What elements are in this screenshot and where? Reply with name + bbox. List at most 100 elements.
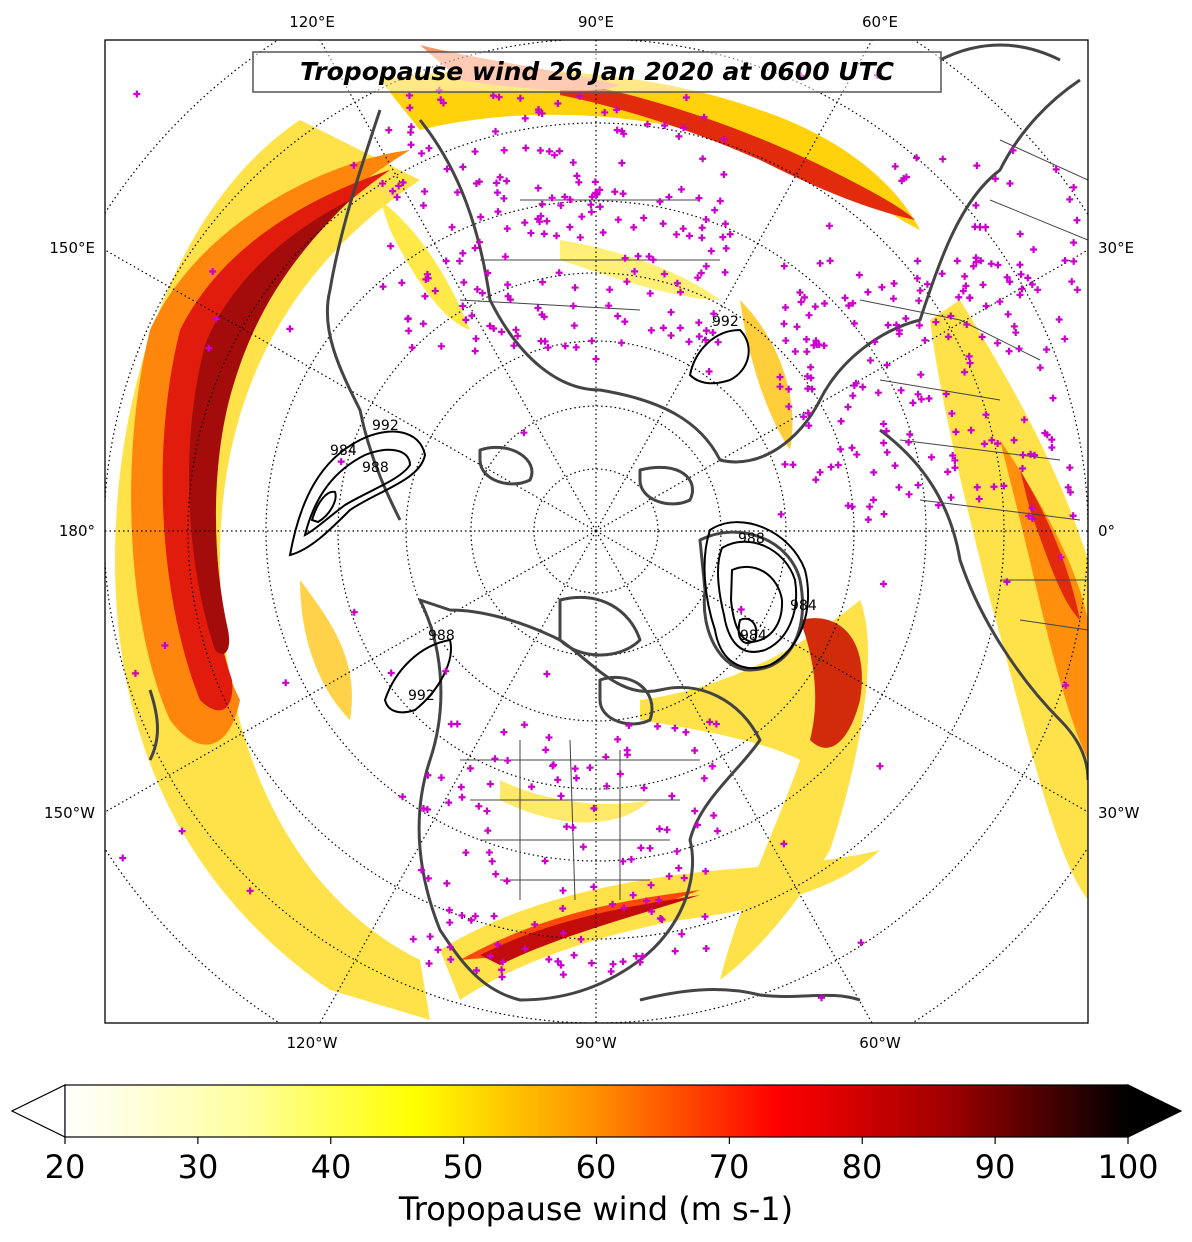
station-marker (1010, 322, 1018, 330)
station-marker (492, 127, 500, 135)
station-marker (478, 289, 486, 297)
lon-label-right: 30°W (1098, 804, 1140, 822)
station-marker (629, 891, 637, 899)
station-marker (578, 213, 586, 221)
station-marker (205, 344, 213, 352)
station-marker (588, 959, 596, 967)
station-marker (913, 154, 921, 162)
station-marker (596, 203, 604, 211)
station-marker (1027, 450, 1035, 458)
station-marker (880, 510, 888, 518)
station-marker (902, 173, 910, 181)
station-marker (982, 302, 990, 310)
lon-label-bottom: 120°W (287, 1034, 338, 1052)
station-marker (576, 92, 584, 100)
station-marker (961, 368, 969, 376)
station-marker (421, 187, 429, 195)
station-marker (601, 108, 609, 116)
station-marker (488, 857, 496, 865)
station-markers (119, 71, 1081, 1002)
station-marker (673, 847, 681, 855)
station-marker (483, 807, 491, 815)
station-marker (1012, 329, 1020, 337)
station-marker (1018, 465, 1026, 473)
station-marker (613, 106, 621, 114)
station-marker (866, 503, 874, 511)
station-marker (1048, 443, 1056, 451)
station-marker (969, 262, 977, 270)
station-marker (677, 185, 685, 193)
station-marker (889, 295, 897, 303)
station-marker (575, 178, 583, 186)
station-marker (994, 439, 1002, 447)
station-marker (721, 268, 729, 276)
station-marker (1069, 512, 1077, 520)
station-marker (445, 906, 453, 914)
station-marker (702, 262, 710, 270)
station-marker (702, 336, 710, 344)
station-marker (710, 310, 718, 318)
station-marker (437, 96, 445, 104)
station-marker (966, 294, 974, 302)
station-marker (890, 280, 898, 288)
station-marker (442, 257, 450, 265)
station-marker (1024, 274, 1032, 282)
station-marker (425, 144, 433, 152)
station-marker (975, 495, 983, 503)
station-marker (1052, 165, 1060, 173)
station-marker (959, 287, 967, 295)
station-marker (408, 344, 416, 352)
contour-labels: 992 984 988 992 988 984 992 988 984 (330, 314, 817, 704)
station-marker (543, 217, 551, 225)
station-marker (350, 161, 358, 169)
station-marker (521, 114, 529, 122)
station-marker (925, 394, 933, 402)
station-marker (1016, 261, 1024, 269)
station-marker (977, 257, 985, 265)
station-marker (719, 233, 727, 241)
station-marker (780, 320, 788, 328)
station-marker (573, 172, 581, 180)
station-marker (571, 765, 579, 773)
station-marker (131, 669, 139, 677)
station-marker (700, 113, 708, 121)
station-marker (841, 294, 849, 302)
station-marker (646, 844, 654, 852)
station-marker (541, 857, 549, 865)
lon-label-left: 150°E (49, 239, 95, 257)
station-marker (572, 774, 580, 782)
station-marker (424, 874, 432, 882)
station-marker (714, 338, 722, 346)
station-marker (700, 774, 708, 782)
station-marker (1016, 291, 1024, 299)
station-marker (939, 155, 947, 163)
station-marker (495, 93, 503, 101)
station-marker (1061, 335, 1069, 343)
station-marker (379, 180, 387, 188)
lon-label-top: 60°E (862, 13, 898, 31)
map-frame (104, 39, 1089, 1024)
station-marker (816, 468, 824, 476)
station-marker (805, 422, 813, 430)
lon-label-right: 0° (1098, 522, 1115, 540)
station-marker (393, 193, 401, 201)
station-marker (1030, 245, 1038, 253)
station-marker (485, 848, 493, 856)
station-marker (544, 344, 552, 352)
station-marker (614, 735, 622, 743)
station-marker (514, 332, 522, 340)
station-marker (825, 222, 833, 230)
station-marker (702, 327, 710, 335)
station-marker (804, 385, 812, 393)
station-marker (803, 372, 811, 380)
contour-label: 988 (362, 460, 389, 476)
station-marker (805, 311, 813, 319)
station-marker (702, 215, 710, 223)
station-marker (796, 288, 804, 296)
station-marker (631, 267, 639, 275)
station-marker (845, 302, 853, 310)
station-marker (209, 267, 217, 275)
station-marker (947, 312, 955, 320)
station-marker (961, 272, 969, 280)
station-marker (991, 175, 999, 183)
